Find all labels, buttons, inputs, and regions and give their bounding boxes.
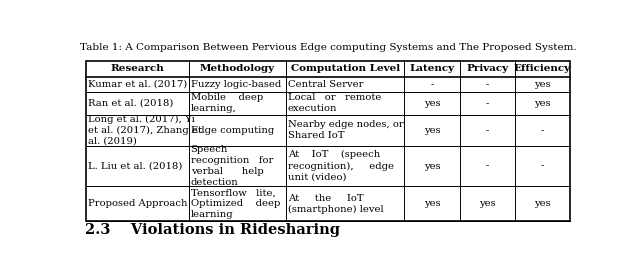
Text: At    IoT    (speech
recognition),     edge
unit (video): At IoT (speech recognition), edge unit (… — [288, 150, 394, 182]
Text: yes: yes — [479, 199, 495, 208]
Text: Computation Level: Computation Level — [291, 64, 399, 73]
Text: Efficiency: Efficiency — [514, 64, 571, 73]
Text: yes: yes — [424, 162, 440, 171]
Text: -: - — [430, 80, 434, 89]
Text: Privacy: Privacy — [466, 64, 508, 73]
Text: Proposed Approach: Proposed Approach — [88, 199, 188, 208]
Text: -: - — [486, 162, 489, 171]
Text: Speech
recognition   for
verbal      help
detection: Speech recognition for verbal help detec… — [191, 145, 273, 187]
Text: Nearby edge nodes, or
Shared IoT: Nearby edge nodes, or Shared IoT — [288, 120, 404, 140]
Text: 2.3    Violations in Ridesharing: 2.3 Violations in Ridesharing — [85, 223, 340, 237]
Text: -: - — [541, 126, 544, 135]
Text: Kumar et al. (2017): Kumar et al. (2017) — [88, 80, 187, 89]
Text: L. Liu et al. (2018): L. Liu et al. (2018) — [88, 162, 182, 171]
Text: Mobile    deep
learning,: Mobile deep learning, — [191, 93, 263, 113]
Text: At     the     IoT
(smartphone) level: At the IoT (smartphone) level — [288, 194, 383, 214]
Text: Methodology: Methodology — [200, 64, 275, 73]
Text: -: - — [486, 99, 489, 108]
Text: Tensorflow   lite,
Optimized    deep
learning: Tensorflow lite, Optimized deep learning — [191, 188, 280, 219]
Text: yes: yes — [424, 99, 440, 108]
Text: Ran et al. (2018): Ran et al. (2018) — [88, 99, 173, 108]
Text: -: - — [486, 80, 489, 89]
Text: Long et al. (2017), Yi
et al. (2017), Zhang et
al. (2019): Long et al. (2017), Yi et al. (2017), Zh… — [88, 115, 202, 146]
Text: yes: yes — [424, 199, 440, 208]
Text: Edge computing: Edge computing — [191, 126, 274, 135]
Text: yes: yes — [534, 199, 551, 208]
Text: Latency: Latency — [410, 64, 454, 73]
Text: -: - — [486, 126, 489, 135]
Text: yes: yes — [534, 99, 551, 108]
Text: Research: Research — [110, 64, 164, 73]
Text: Fuzzy logic-based: Fuzzy logic-based — [191, 80, 281, 89]
Text: Local   or   remote
execution: Local or remote execution — [288, 93, 381, 113]
Text: -: - — [541, 162, 544, 171]
Text: yes: yes — [534, 80, 551, 89]
Text: yes: yes — [424, 126, 440, 135]
Text: Table 1: A Comparison Between Pervious Edge computing Systems and The Proposed S: Table 1: A Comparison Between Pervious E… — [80, 43, 576, 52]
Text: Central Server: Central Server — [288, 80, 364, 89]
Bar — [86, 61, 570, 221]
